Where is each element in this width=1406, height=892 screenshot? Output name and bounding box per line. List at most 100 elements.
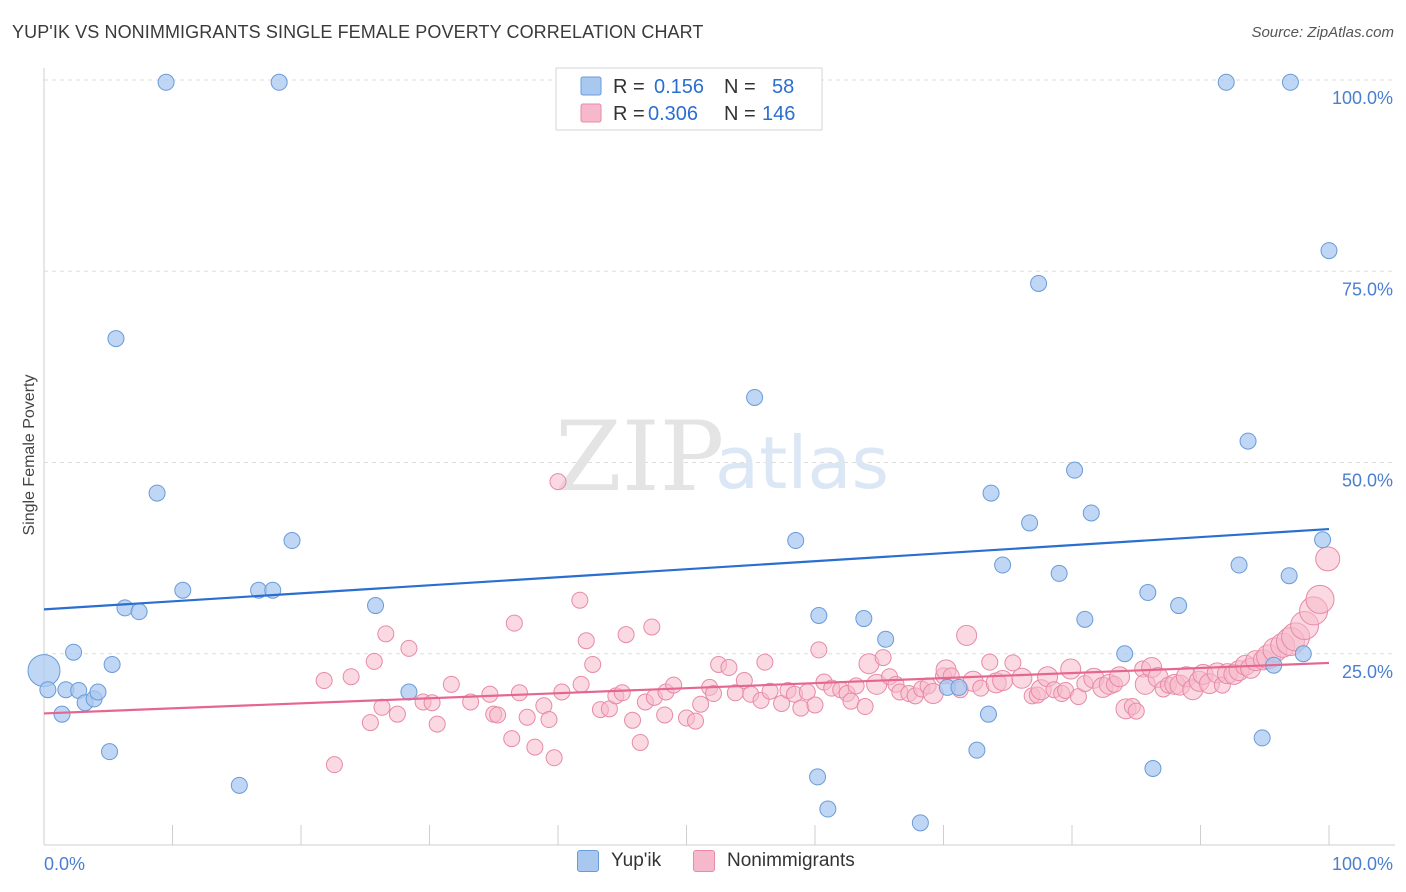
point-yupik	[400, 683, 418, 701]
legend-n-value-yupik: 58	[772, 76, 794, 98]
point-yupik	[1050, 564, 1068, 582]
point-nonimmigrants	[856, 698, 874, 716]
legend-n-value-nonimmigrants: 146	[762, 103, 795, 125]
x-tick-label-100: 100.0%	[1332, 854, 1393, 874]
legend-r-value-yupik: 0.156	[654, 76, 704, 98]
point-nonimmigrants	[545, 749, 563, 767]
point-yupik	[1170, 597, 1188, 615]
point-yupik	[367, 597, 385, 615]
point-nonimmigrants	[584, 655, 602, 673]
point-nonimmigrants	[325, 756, 343, 774]
point-nonimmigrants	[503, 730, 521, 748]
point-nonimmigrants	[400, 639, 418, 657]
point-nonimmigrants	[806, 696, 824, 714]
point-yupik	[810, 607, 828, 624]
point-nonimmigrants	[489, 706, 507, 724]
point-yupik	[65, 643, 83, 661]
point-nonimmigrants	[481, 685, 499, 703]
point-nonimmigrants	[1315, 546, 1341, 572]
legend-swatch-nonimmigrants	[580, 103, 602, 123]
stats-legend: R = 0.156 N = 58 R = 0.306 N = 146	[555, 67, 823, 131]
y-tick-label-25: 25.0%	[1342, 662, 1393, 682]
point-nonimmigrants	[720, 659, 738, 677]
point-yupik	[1281, 73, 1299, 91]
point-yupik	[1066, 461, 1084, 479]
point-nonimmigrants	[756, 653, 774, 671]
point-yupik	[89, 683, 107, 701]
trend-lines	[43, 527, 1330, 715]
legend-label-yupik: Yup'ik	[611, 850, 662, 871]
point-yupik	[1082, 504, 1100, 522]
y-tick-labels: 25.0% 50.0% 75.0% 100.0%	[1332, 88, 1393, 682]
point-yupik	[1280, 567, 1298, 585]
point-nonimmigrants	[1060, 658, 1082, 680]
legend-swatch-nonimmigrants-bottom	[693, 850, 715, 872]
point-nonimmigrants	[315, 672, 333, 690]
point-yupik	[1217, 73, 1235, 91]
point-yupik	[1076, 610, 1094, 628]
point-yupik	[1021, 514, 1039, 532]
point-nonimmigrants	[613, 684, 631, 702]
legend-swatch-yupik	[580, 76, 602, 96]
point-nonimmigrants	[665, 676, 683, 694]
point-nonimmigrants	[686, 712, 704, 730]
point-nonimmigrants	[617, 626, 635, 644]
point-yupik	[819, 800, 837, 818]
point-nonimmigrants	[377, 625, 395, 643]
point-nonimmigrants	[656, 706, 674, 724]
chart-title: YUP'IK VS NONIMMIGRANTS SINGLE FEMALE PO…	[12, 22, 704, 42]
point-nonimmigrants	[428, 715, 446, 733]
point-yupik	[103, 655, 121, 673]
legend-item-nonimmigrants: Nonimmigrants	[693, 850, 855, 872]
point-yupik	[27, 654, 61, 688]
point-yupik	[1030, 274, 1048, 292]
point-yupik	[746, 388, 764, 406]
point-yupik	[1116, 645, 1134, 663]
point-yupik	[982, 484, 1000, 502]
point-nonimmigrants	[981, 653, 999, 671]
point-yupik	[994, 556, 1012, 574]
trend-line-yupik	[43, 527, 1330, 611]
point-yupik	[1294, 645, 1312, 663]
source-label: Source: ZipAtlas.com	[1251, 24, 1394, 41]
point-yupik	[1144, 760, 1162, 777]
point-nonimmigrants	[810, 641, 828, 659]
point-nonimmigrants	[1011, 667, 1033, 689]
point-yupik	[130, 603, 148, 621]
point-yupik	[979, 705, 997, 723]
legend-item-yupik: Yup'ik	[577, 850, 661, 872]
point-nonimmigrants	[505, 614, 523, 632]
point-nonimmigrants	[1004, 654, 1022, 672]
legend-label-nonimmigrants: Nonimmigrants	[727, 850, 855, 871]
y-tick-label-100: 100.0%	[1332, 88, 1393, 108]
series-yupik-points	[27, 73, 1338, 832]
point-nonimmigrants	[373, 698, 391, 716]
point-nonimmigrants	[1127, 702, 1145, 720]
point-nonimmigrants	[956, 624, 978, 646]
point-nonimmigrants	[510, 684, 528, 702]
point-nonimmigrants	[704, 685, 722, 703]
point-nonimmigrants	[342, 668, 360, 686]
point-yupik	[877, 630, 895, 648]
point-yupik	[101, 743, 119, 761]
axes	[43, 68, 1395, 846]
legend-swatch-yupik-bottom	[577, 850, 599, 872]
point-yupik	[855, 610, 873, 628]
point-nonimmigrants	[462, 693, 480, 711]
point-nonimmigrants	[631, 733, 649, 751]
series-legend: Yup'ik Nonimmigrants	[0, 850, 1406, 880]
point-nonimmigrants	[361, 714, 379, 732]
point-yupik	[1230, 556, 1248, 574]
point-yupik	[911, 814, 929, 832]
point-yupik	[787, 532, 805, 550]
legend-r-label-yupik: R =	[613, 76, 645, 98]
point-nonimmigrants	[549, 473, 567, 491]
point-yupik	[809, 768, 827, 786]
point-nonimmigrants	[735, 672, 753, 690]
point-nonimmigrants	[874, 649, 892, 667]
trend-line-nonimmigrants	[43, 661, 1330, 715]
point-yupik	[230, 776, 248, 794]
point-nonimmigrants	[577, 632, 595, 650]
point-nonimmigrants	[643, 618, 661, 636]
